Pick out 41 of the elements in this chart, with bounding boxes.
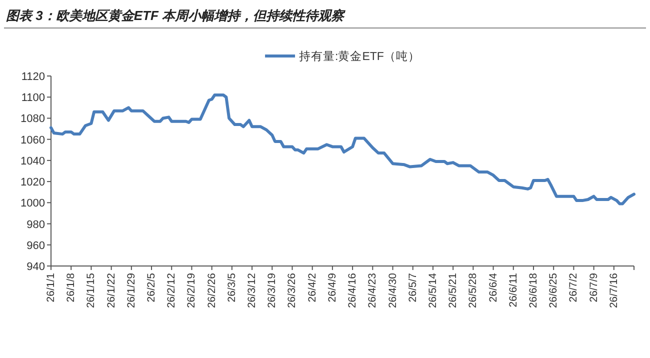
x-tick-label: 26/2/5 [146, 272, 158, 302]
x-tick-label: 26/7/16 [608, 272, 620, 308]
x-tick-label: 26/7/9 [588, 272, 600, 302]
x-tick-label: 26/2/12 [166, 272, 178, 308]
x-tick-label: 26/4/9 [326, 272, 338, 302]
x-tick-label: 26/3/12 [246, 272, 258, 308]
x-tick-label: 26/6/4 [487, 272, 500, 302]
x-tick-label: 26/1/29 [125, 272, 138, 308]
x-tick-label: 26/4/2 [306, 272, 318, 302]
y-tick-label: 940 [26, 261, 45, 273]
x-tick-label: 26/5/28 [467, 272, 480, 308]
y-tick-label: 980 [26, 218, 45, 231]
x-tick-label: 26/4/30 [386, 272, 399, 308]
y-tick-label: 1120 [21, 71, 45, 83]
x-tick-label: 26/6/11 [507, 272, 520, 308]
x-tick-label: 26/5/21 [447, 272, 460, 308]
x-tick-label: 26/1/8 [65, 272, 78, 302]
x-tick-label: 26/1/22 [105, 272, 118, 308]
x-tick-label: 26/3/26 [286, 272, 298, 308]
x-tick-label: 26/5/14 [426, 272, 439, 308]
x-tick-label: 26/2/26 [206, 272, 218, 308]
y-tick-label: 1020 [20, 176, 45, 189]
y-tick-label: 960 [26, 240, 45, 252]
y-tick-label: 1000 [20, 198, 45, 210]
x-tick-label: 26/1/15 [85, 272, 98, 308]
x-tick-label: 26/1/1 [45, 272, 57, 302]
y-tick-label: 1080 [20, 113, 45, 126]
x-tick-label: 26/5/7 [406, 272, 419, 302]
x-tick-label: 26/3/5 [226, 272, 238, 302]
x-tick-label: 26/7/2 [568, 272, 580, 302]
chart-title: 图表 3：欧美地区黄金ETF 本周小幅增持，但持续性待观察 [6, 8, 346, 23]
x-tick-label: 26/6/25 [548, 272, 560, 308]
y-tick-label: 1040 [20, 155, 45, 168]
x-tick-label: 26/6/18 [527, 272, 540, 308]
legend-label: 持有量:黄金ETF（吨） [299, 50, 420, 63]
y-tick-label: 1100 [21, 92, 45, 104]
x-tick-label: 26/4/16 [346, 272, 359, 308]
y-tick-label: 1060 [20, 134, 45, 146]
x-tick-label: 26/4/23 [366, 272, 379, 308]
x-tick-label: 26/3/19 [266, 272, 278, 308]
x-tick-label: 26/2/19 [186, 272, 198, 308]
